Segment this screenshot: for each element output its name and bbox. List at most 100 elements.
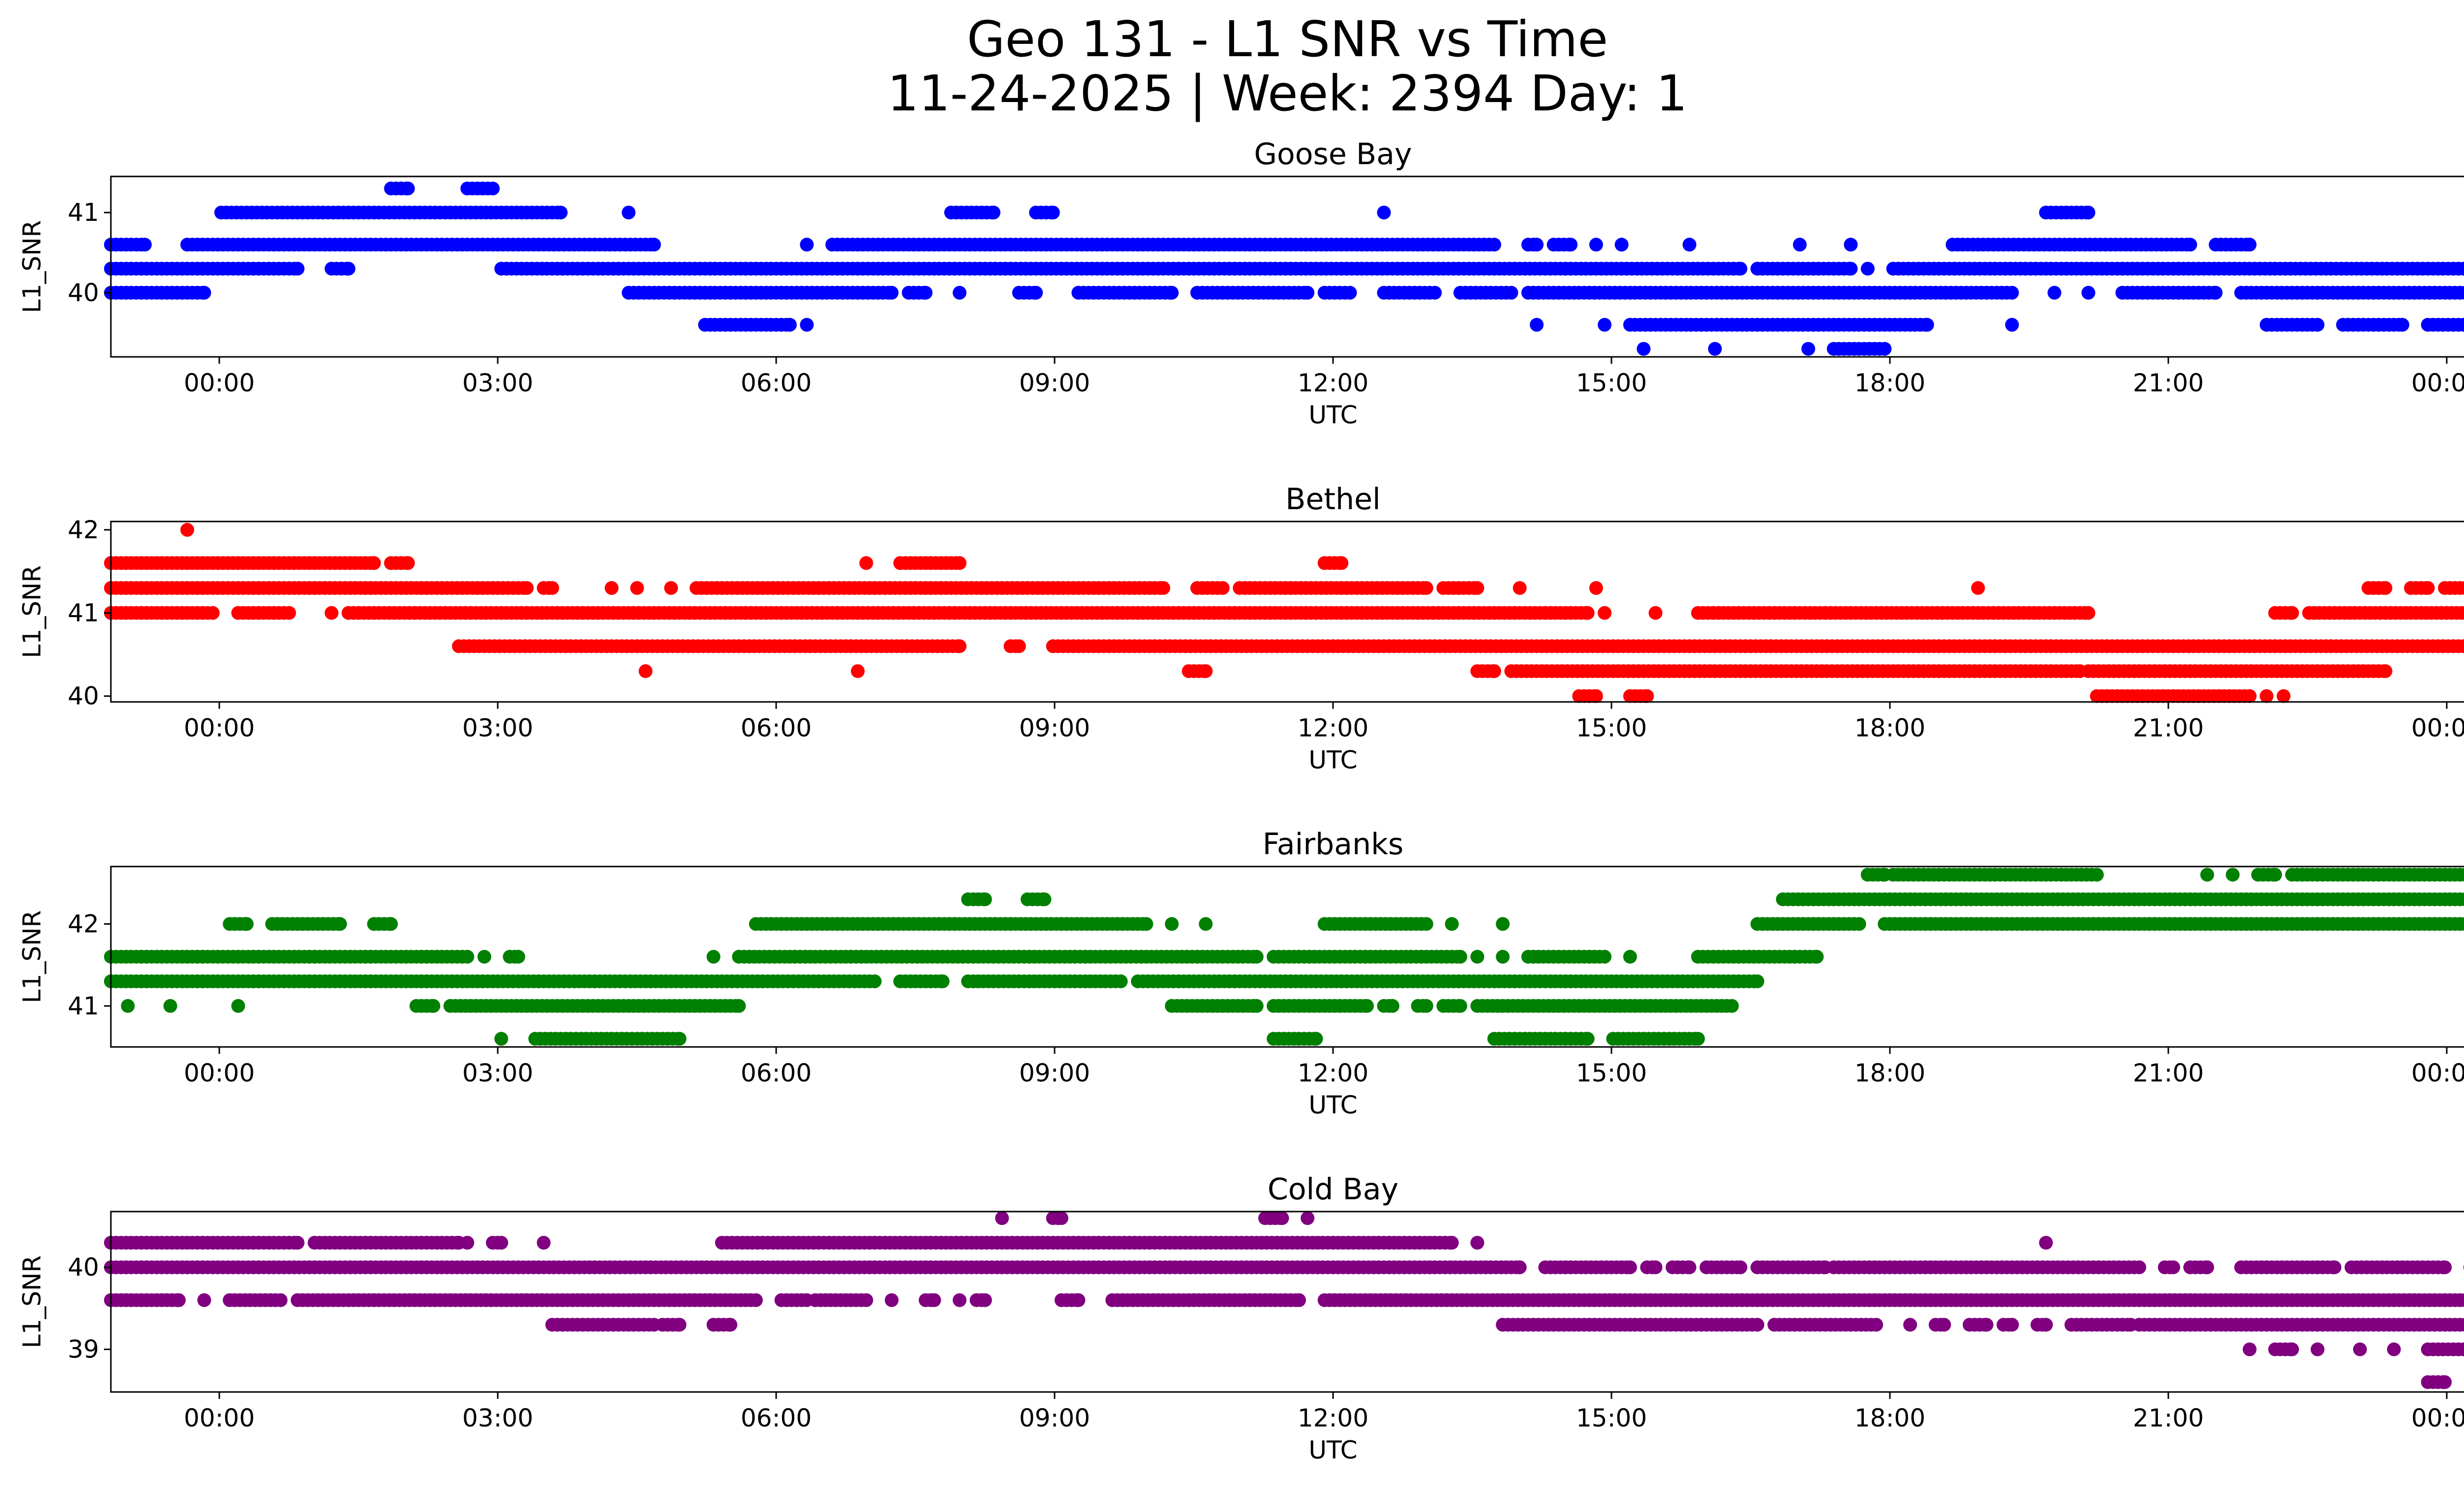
- data-point: [1419, 581, 1434, 595]
- x-tick-label: 00:00: [184, 714, 255, 742]
- data-point: [1419, 917, 1434, 931]
- data-point: [1530, 238, 1544, 252]
- data-point: [2457, 1342, 2464, 1356]
- subplot-title: Goose Bay: [1254, 137, 1412, 172]
- data-point: [2243, 689, 2257, 703]
- data-point: [240, 917, 254, 931]
- data-point: [672, 1032, 686, 1046]
- data-point: [2353, 1342, 2367, 1356]
- data-point: [978, 1293, 992, 1307]
- subplot-title: Bethel: [1285, 482, 1380, 517]
- data-point: [2090, 868, 2104, 882]
- data-point: [401, 556, 415, 570]
- data-point: [732, 999, 746, 1013]
- data-point: [1564, 238, 1578, 252]
- x-tick-label: 03:00: [462, 1059, 533, 1087]
- data-point: [1980, 1318, 1994, 1332]
- data-point: [2081, 606, 2095, 620]
- data-point: [859, 1293, 873, 1307]
- data-point: [2457, 262, 2464, 276]
- data-point: [1198, 917, 1213, 931]
- data-point: [664, 581, 678, 595]
- data-point: [553, 206, 568, 220]
- data-point: [1512, 581, 1527, 595]
- data-point: [1580, 606, 1595, 620]
- y-axis-label: L1_SNR: [18, 565, 46, 659]
- data-point: [2462, 319, 2464, 330]
- data-point: [367, 556, 381, 570]
- y-tick-label: 40: [68, 278, 99, 307]
- data-point: [2005, 285, 2019, 300]
- x-tick-label: 12:00: [1298, 714, 1369, 742]
- data-point: [1029, 285, 1043, 300]
- data-point: [749, 1293, 763, 1307]
- data-point: [1648, 606, 1663, 620]
- data-point: [1725, 999, 1739, 1013]
- data-point: [2259, 689, 2274, 703]
- data-point: [800, 238, 814, 252]
- data-point: [1614, 238, 1629, 252]
- x-tick-label: 21:00: [2133, 714, 2204, 742]
- x-tick-label: 15:00: [1576, 714, 1647, 742]
- data-point: [426, 999, 441, 1013]
- data-point: [2396, 317, 2409, 332]
- data-point: [2378, 581, 2393, 595]
- data-point: [324, 606, 339, 620]
- x-axis-label: UTC: [1308, 746, 1357, 774]
- data-point: [2005, 1318, 2019, 1332]
- data-point: [1640, 689, 1654, 703]
- data-point: [1428, 285, 1442, 300]
- data-point: [2183, 238, 2197, 252]
- data-point: [2458, 1293, 2464, 1307]
- data-point: [1589, 238, 1603, 252]
- x-tick-label: 06:00: [741, 369, 812, 397]
- x-tick-label: 12:00: [1298, 1059, 1369, 1087]
- data-point: [2421, 581, 2435, 595]
- data-point: [2081, 206, 2095, 220]
- data-point: [494, 1032, 509, 1046]
- data-point: [1589, 689, 1603, 703]
- data-point: [1496, 917, 1510, 931]
- data-point: [163, 999, 177, 1013]
- x-tick-label: 00:00: [184, 1059, 255, 1087]
- x-tick-label: 18:00: [1854, 1059, 1925, 1087]
- data-point: [2310, 317, 2325, 332]
- data-point: [1708, 342, 1722, 356]
- data-point: [800, 317, 814, 332]
- data-point: [1445, 917, 1459, 931]
- data-point: [953, 1293, 967, 1307]
- data-point: [1903, 1318, 1917, 1332]
- data-point: [851, 664, 865, 678]
- data-point: [1937, 1318, 1951, 1332]
- data-point: [1750, 974, 1765, 988]
- data-point: [1852, 917, 1866, 931]
- x-tick-label: 03:00: [462, 369, 533, 397]
- data-point: [2081, 285, 2095, 300]
- data-point: [1691, 1032, 1705, 1046]
- x-tick-label: 00:00: [2411, 1059, 2464, 1087]
- data-point: [1470, 581, 1484, 595]
- data-point: [1861, 262, 1875, 276]
- y-axis-label: L1_SNR: [18, 220, 46, 313]
- x-tick-label: 06:00: [741, 714, 812, 742]
- data-point: [171, 1293, 186, 1307]
- data-point: [672, 1318, 686, 1332]
- data-point: [859, 556, 873, 570]
- data-point: [486, 181, 500, 196]
- data-point: [1114, 974, 1128, 988]
- data-point: [2458, 1318, 2464, 1332]
- data-point: [1580, 1032, 1595, 1046]
- data-points: [104, 1211, 2464, 1389]
- data-point: [1878, 342, 1892, 356]
- data-point: [1385, 999, 1400, 1013]
- data-points: [104, 181, 2464, 356]
- data-point: [1198, 664, 1213, 678]
- x-axis-label: UTC: [1308, 1091, 1357, 1119]
- x-tick-label: 09:00: [1019, 714, 1090, 742]
- x-tick-label: 12:00: [1298, 369, 1369, 397]
- data-point: [927, 1293, 941, 1307]
- data-point: [1504, 285, 1518, 300]
